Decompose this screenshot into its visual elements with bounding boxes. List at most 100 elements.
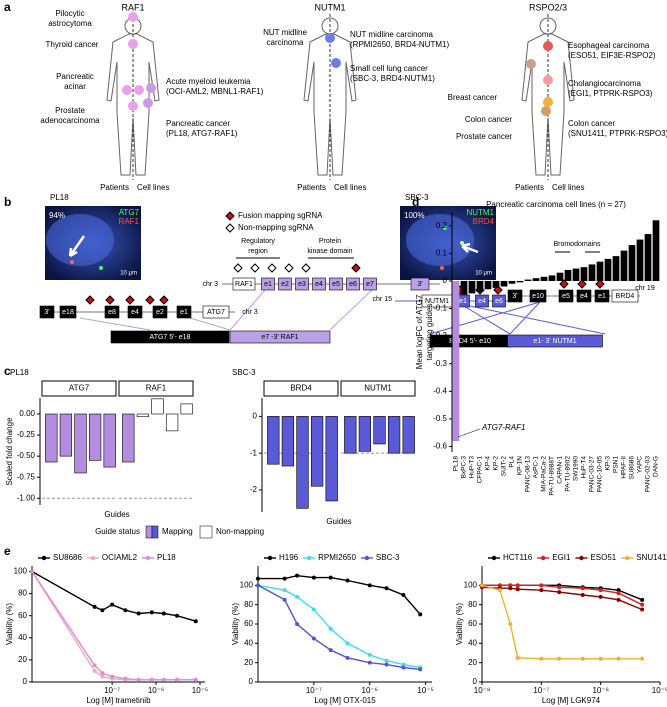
chart-title: PL18 xyxy=(10,368,29,377)
disease-label: Acute myeloid leukemia xyxy=(166,77,251,86)
y-tick-label: 80 xyxy=(244,600,253,609)
data-point xyxy=(345,578,350,583)
gene-label: e1 xyxy=(459,298,467,305)
x-tick-label: 10⁻⁷ xyxy=(533,686,549,695)
x-tick-label: 10⁻⁶ xyxy=(592,686,608,695)
facet-title: BRD4 xyxy=(290,384,312,393)
data-point xyxy=(515,583,520,588)
data-point xyxy=(515,587,520,592)
fusion-line xyxy=(79,289,373,331)
y-tick-label: -0.3 xyxy=(433,359,447,368)
tumor-site xyxy=(526,59,536,69)
bar xyxy=(59,413,73,457)
bar xyxy=(580,267,588,281)
x-tick-label: YAPC xyxy=(637,456,644,474)
y-tick-label: 100 xyxy=(464,580,478,589)
disease-label: Thyroid cancer xyxy=(46,40,99,49)
x-tick-label: KP-3 xyxy=(605,456,612,471)
data-point xyxy=(100,608,105,613)
gene-label: e1 xyxy=(180,309,188,316)
series-line xyxy=(258,574,421,615)
bar xyxy=(572,268,580,281)
disease-label: Breast cancer xyxy=(448,93,498,102)
disease-label: NUT midline xyxy=(263,28,307,37)
bar xyxy=(612,256,620,281)
legend-marker xyxy=(491,555,497,561)
label: 100% xyxy=(404,211,424,220)
x-axis-label: Log [M] OTX-015 xyxy=(314,696,376,705)
disease-label: (OCI-AML2, MBNL1-RAF1) xyxy=(166,87,264,96)
data-point xyxy=(557,656,562,661)
data-point xyxy=(480,583,484,588)
data-point xyxy=(282,597,287,602)
gene-box xyxy=(110,330,230,344)
bar xyxy=(644,234,652,281)
gene-box xyxy=(202,305,230,319)
x-tick-label: PANC-08-13 xyxy=(525,456,532,493)
bar xyxy=(136,413,150,417)
disease-label: (PL18, ATG7-RAF1) xyxy=(166,129,238,138)
disease-label: astrocytoma xyxy=(48,19,92,28)
tumor-site xyxy=(543,97,553,107)
data-point xyxy=(92,663,97,668)
series-line xyxy=(31,570,196,622)
data-point xyxy=(497,588,502,593)
tumor-site xyxy=(143,98,153,108)
bar xyxy=(508,280,516,284)
data-point xyxy=(328,626,333,631)
data-point xyxy=(149,677,154,682)
disease-label: NUT midline carcinoma xyxy=(350,30,434,39)
y-tick-label: -2 xyxy=(250,485,258,494)
data-point xyxy=(136,611,141,616)
gene-box xyxy=(176,305,192,319)
disease-label: Pilocytic xyxy=(55,9,84,18)
legend-swatch xyxy=(151,525,159,539)
legend-marker xyxy=(225,223,235,233)
legend-marker xyxy=(225,211,235,221)
legend-marker xyxy=(579,555,584,561)
legend-marker xyxy=(625,555,630,561)
gene-label: e5 xyxy=(332,281,340,288)
signal xyxy=(70,260,74,264)
bar xyxy=(402,416,415,454)
gene-label: ATG7 5'- e18 xyxy=(150,334,191,341)
panel-label: e xyxy=(4,544,11,558)
gene-label: e4 xyxy=(315,281,323,288)
data-point xyxy=(123,676,128,681)
gene-label: BRD4 5'- e10 xyxy=(449,338,491,345)
bar xyxy=(358,416,372,452)
bar xyxy=(122,413,135,463)
facet-header xyxy=(340,380,416,397)
x-tick-label: KP-4 xyxy=(485,456,492,471)
data-point xyxy=(515,655,520,660)
gene-label: kinase domain xyxy=(307,248,352,255)
gene-box xyxy=(507,289,523,303)
y-axis-label: targeting guides xyxy=(425,304,434,361)
data-point xyxy=(256,576,260,581)
x-tick-label: 10⁻⁵ xyxy=(417,686,433,695)
legend-marker xyxy=(90,555,96,561)
y-axis-label: Viability (%) xyxy=(231,603,240,645)
gene-label: e4 xyxy=(131,309,139,316)
x-tick-label: 10⁻⁶ xyxy=(148,686,164,695)
y-tick-label: 60 xyxy=(18,611,27,620)
data-point xyxy=(295,622,300,626)
x-tick-label: CFPAC-1 xyxy=(477,456,484,484)
label: ATG7 xyxy=(119,208,140,217)
gene-label: e8 xyxy=(108,309,116,316)
bar xyxy=(492,280,500,288)
data-point xyxy=(100,671,105,676)
bar xyxy=(45,413,58,463)
data-point xyxy=(92,668,97,673)
bar xyxy=(636,239,644,281)
gene-box xyxy=(104,305,120,319)
x-tick-label: CAPAN-1 xyxy=(557,456,564,484)
x-axis-label: Log [M] LGK974 xyxy=(542,696,601,705)
gene-box xyxy=(127,305,143,319)
bar xyxy=(460,280,468,295)
data-point xyxy=(401,665,406,670)
disease-label: Prostate cancer xyxy=(456,132,512,141)
x-tick-label: KP-1N xyxy=(517,456,524,475)
gene-label: NUTM1 xyxy=(425,298,449,305)
